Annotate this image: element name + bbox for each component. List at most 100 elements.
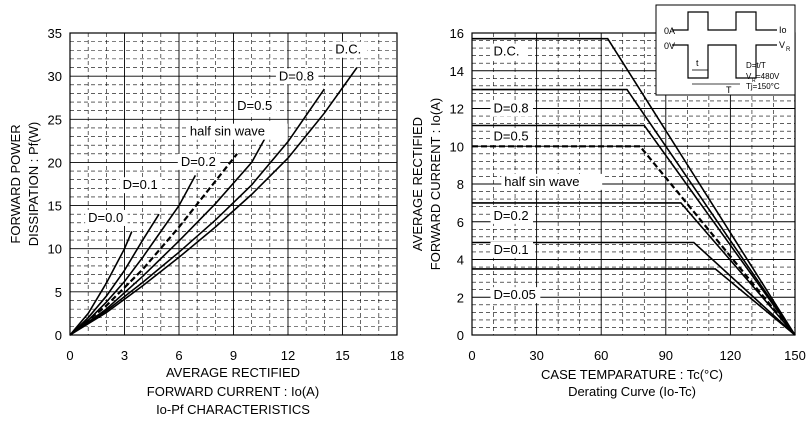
series-line-d-0-1 — [472, 241, 796, 336]
inset-voltage-waveform — [672, 44, 777, 79]
curve-label-bg — [275, 68, 319, 85]
curve-label-bg — [177, 153, 221, 170]
curve-label: D=0.2 — [494, 208, 529, 223]
y-tick-label: 10 — [450, 139, 464, 154]
y-tick-label: 30 — [48, 69, 62, 84]
inset-label-vr-value: =480V — [756, 72, 780, 81]
y-tick-label: 2 — [457, 290, 464, 305]
curve-label: D=0.1 — [123, 177, 158, 192]
y-tick-label: 25 — [48, 112, 62, 127]
curve-label: half sin wave — [504, 174, 579, 189]
left-xlabel-line2: FORWARD CURRENT : Io(A) — [147, 384, 319, 399]
right-ylabel-line2: FORWARD CURRENT : Io(A) — [428, 98, 443, 270]
curve-label-bg — [186, 123, 288, 140]
curve-label: D=0.8 — [279, 68, 314, 83]
y-tick-label: 0 — [457, 328, 464, 343]
curve-label-bg — [490, 287, 541, 304]
curve-label-bg — [501, 173, 603, 190]
y-tick-label: 35 — [48, 26, 62, 41]
series-line-d-0-5 — [69, 129, 271, 336]
series-line-half-sin-wave — [69, 153, 238, 336]
left-caption: Io-Pf CHARACTERISTICS — [156, 402, 310, 417]
curve-label-bg — [234, 97, 277, 114]
curve-label-bg — [490, 207, 534, 224]
curve-label: D=0.05 — [494, 287, 536, 302]
y-tick-label: 6 — [457, 215, 464, 230]
x-tick-label: 30 — [529, 348, 543, 363]
y-tick-label: 8 — [457, 177, 464, 192]
curve-label-bg — [490, 100, 534, 117]
curve-label: D=0.5 — [237, 98, 272, 113]
inset-label-duty: D=t/T — [746, 61, 766, 70]
x-tick-label: 0 — [468, 348, 475, 363]
right-ylabel-line1: AVERAGE RECTIFIED — [410, 117, 425, 251]
x-tick-label: 18 — [390, 348, 404, 363]
series-line-d-0-0 — [69, 231, 133, 336]
curve-label: D=0.5 — [494, 129, 529, 144]
series-line-d-0-2 — [472, 202, 796, 336]
inset-label-vr-sub: R — [786, 47, 791, 53]
curve-label-bg — [490, 43, 526, 60]
x-tick-label: 0 — [66, 348, 73, 363]
curve-label-bg — [490, 128, 534, 145]
series-line-d-0-8 — [472, 88, 796, 336]
y-tick-label: 4 — [457, 253, 464, 268]
y-tick-label: 12 — [450, 102, 464, 117]
inset-label-vr: V — [779, 40, 785, 50]
x-tick-label: 6 — [175, 348, 182, 363]
inset-label-0a: 0A — [664, 26, 675, 36]
x-tick-label: 9 — [230, 348, 237, 363]
derating-chart: 0 30 60 90 120 150 0 2 4 6 8 10 12 14 16 D.C. D=0.8 D=0.… — [410, 4, 806, 399]
series-line-d-0-1 — [69, 213, 160, 336]
y-tick-label: 14 — [450, 64, 464, 79]
inset-label-tj: Tj=150°C — [746, 82, 780, 91]
right-tick-labels: 0 30 60 90 120 150 0 2 4 6 8 10 12 14 16 — [450, 26, 806, 363]
curve-label-bg — [119, 177, 163, 194]
x-tick-label: 150 — [784, 348, 806, 363]
x-tick-label: 120 — [720, 348, 742, 363]
x-tick-label: 90 — [659, 348, 673, 363]
io-pf-chart: 0 3 6 9 12 15 18 0 5 10 15 20 25 30 35 D=0.0 D=0.1 D=0.2… — [8, 26, 404, 417]
curve-label: D.C. — [494, 44, 520, 59]
x-tick-label: 3 — [121, 348, 128, 363]
right-series — [472, 37, 796, 336]
curve-label: D=0.2 — [181, 154, 216, 169]
inset-box — [655, 4, 796, 96]
curve-label-bg — [85, 209, 128, 226]
y-tick-label: 15 — [48, 199, 62, 214]
inset-label-t: t — [696, 58, 699, 68]
x-tick-label: 15 — [335, 348, 349, 363]
waveform-inset: 0A 0V Io V R t T D=t/T V R =480V Tj=150°… — [655, 4, 796, 96]
y-tick-label: 16 — [450, 26, 464, 41]
left-curve-labels: D=0.0 D=0.1 D=0.2 half sin wave D=0.5 D=0.8 D.… — [85, 41, 368, 226]
right-xlabel: CASE TEMPARATURE : Tc(°C) — [541, 367, 723, 382]
curve-label: half sin wave — [190, 124, 265, 139]
inset-label-0v: 0V — [664, 41, 675, 51]
series-line-d-c- — [472, 37, 796, 336]
left-grid — [70, 33, 397, 335]
left-ylabel-line2: DISSIPATION : Pf(W) — [26, 122, 41, 246]
left-ylabel-line1: FORWARD POWER — [8, 124, 23, 243]
series-line-d-0-05 — [472, 268, 796, 336]
series-line-d-0-5 — [472, 124, 796, 336]
curve-label-bg — [332, 41, 368, 58]
y-tick-label: 0 — [55, 328, 62, 343]
inset-label-io: Io — [779, 25, 787, 35]
curve-label: D=0.8 — [494, 100, 529, 115]
inset-label-T: T — [726, 85, 732, 95]
curve-label: D=0.1 — [494, 242, 529, 257]
series-line-d-0-8 — [69, 88, 325, 336]
y-tick-label: 10 — [48, 242, 62, 257]
series-line-half-sin-wave — [472, 145, 796, 336]
x-tick-label: 12 — [281, 348, 295, 363]
x-tick-label: 60 — [594, 348, 608, 363]
series-line-d-c- — [69, 67, 358, 336]
curve-label-bg — [490, 241, 534, 258]
y-tick-label: 5 — [55, 285, 62, 300]
curve-label: D=0.0 — [88, 210, 123, 225]
left-tick-labels: 0 3 6 9 12 15 18 0 5 10 15 20 25 30 35 — [48, 26, 405, 363]
inset-current-waveform — [672, 11, 777, 31]
curve-label: D.C. — [335, 42, 361, 57]
left-xlabel-line1: AVERAGE RECTIFIED — [166, 365, 300, 380]
